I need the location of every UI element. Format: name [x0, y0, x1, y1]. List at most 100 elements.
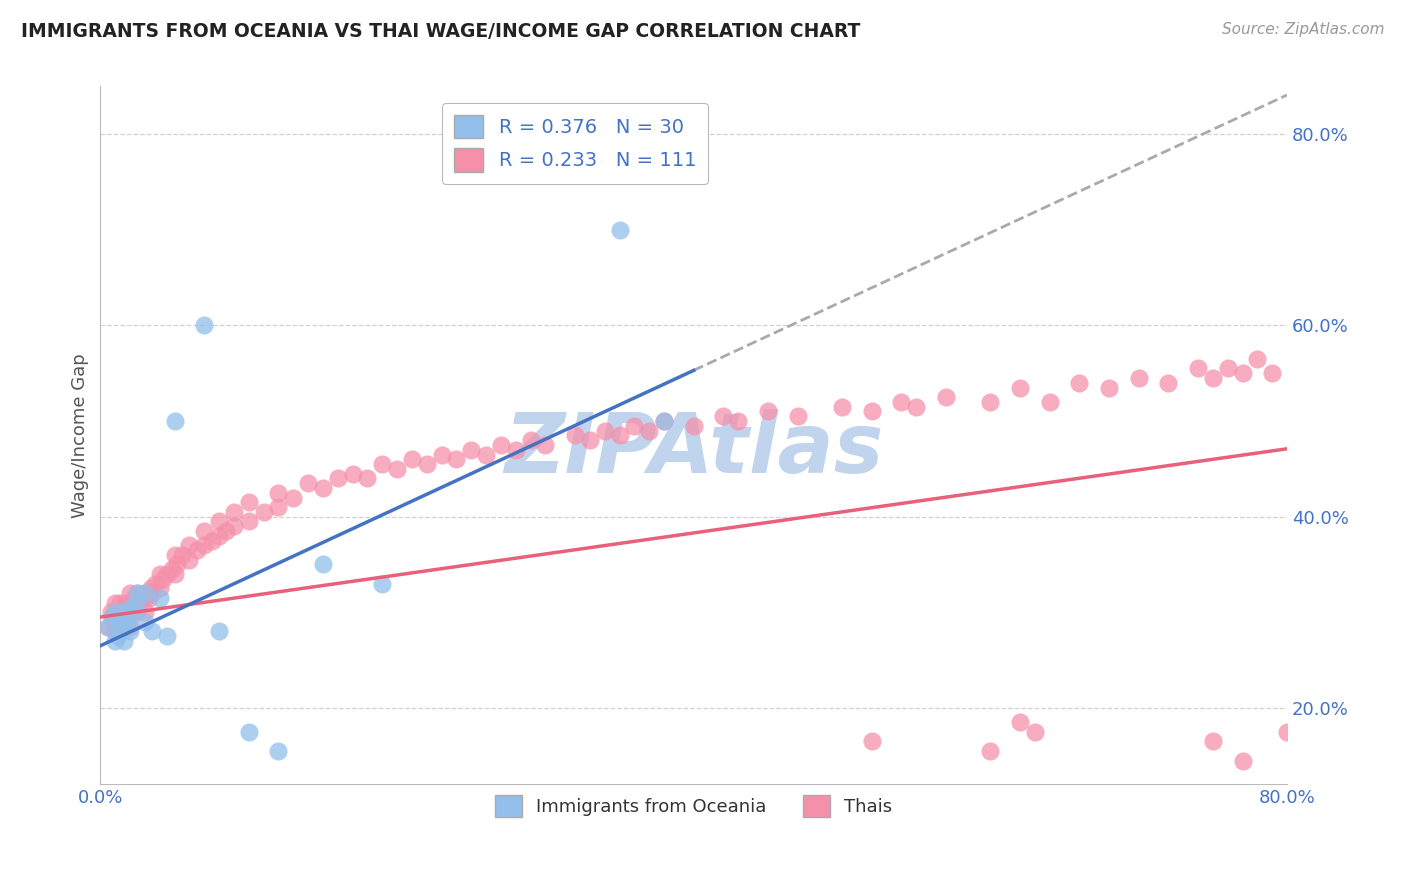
Point: [124, 591, 146, 605]
Point: [201, 533, 224, 548]
Point: [143, 576, 166, 591]
Point: [297, 476, 319, 491]
Point: [118, 620, 141, 634]
Point: [371, 457, 394, 471]
Point: [138, 591, 160, 605]
Point: [115, 605, 138, 619]
Point: [193, 538, 215, 552]
Point: [114, 615, 136, 629]
Point: [134, 586, 156, 600]
Point: [134, 586, 156, 600]
Point: [134, 605, 156, 619]
Point: [134, 615, 156, 629]
Point: [1246, 351, 1268, 366]
Point: [112, 610, 135, 624]
Point: [593, 424, 616, 438]
Point: [1128, 371, 1150, 385]
Point: [1216, 361, 1239, 376]
Point: [208, 515, 231, 529]
Point: [1157, 376, 1180, 390]
Point: [186, 543, 208, 558]
Point: [163, 548, 186, 562]
Point: [860, 404, 883, 418]
Point: [342, 467, 364, 481]
Point: [128, 596, 150, 610]
Point: [156, 567, 179, 582]
Point: [460, 442, 482, 457]
Point: [149, 591, 172, 605]
Point: [193, 318, 215, 333]
Point: [238, 724, 260, 739]
Point: [163, 414, 186, 428]
Y-axis label: Wage/Income Gap: Wage/Income Gap: [72, 353, 89, 517]
Point: [163, 567, 186, 582]
Point: [222, 519, 245, 533]
Point: [430, 448, 453, 462]
Point: [134, 591, 156, 605]
Point: [519, 433, 541, 447]
Point: [111, 605, 134, 619]
Point: [107, 615, 129, 629]
Point: [160, 562, 183, 576]
Point: [446, 452, 468, 467]
Point: [97, 620, 120, 634]
Point: [104, 624, 127, 639]
Point: [312, 558, 335, 572]
Point: [1069, 376, 1091, 390]
Point: [283, 491, 305, 505]
Text: ZIPAtlas: ZIPAtlas: [503, 409, 883, 490]
Point: [652, 414, 675, 428]
Point: [238, 495, 260, 509]
Point: [1261, 366, 1284, 380]
Point: [129, 591, 152, 605]
Point: [136, 586, 159, 600]
Point: [118, 605, 141, 619]
Point: [505, 442, 527, 457]
Point: [1010, 381, 1032, 395]
Point: [534, 438, 557, 452]
Point: [326, 471, 349, 485]
Point: [152, 572, 174, 586]
Point: [415, 457, 437, 471]
Point: [1187, 361, 1209, 376]
Point: [1010, 715, 1032, 730]
Point: [356, 471, 378, 485]
Point: [104, 596, 127, 610]
Point: [149, 582, 172, 596]
Point: [860, 734, 883, 748]
Point: [312, 481, 335, 495]
Point: [756, 404, 779, 418]
Point: [101, 610, 124, 624]
Point: [831, 400, 853, 414]
Point: [179, 538, 201, 552]
Point: [979, 744, 1001, 758]
Point: [118, 624, 141, 639]
Point: [111, 620, 134, 634]
Point: [385, 462, 408, 476]
Point: [108, 615, 131, 629]
Text: Source: ZipAtlas.com: Source: ZipAtlas.com: [1222, 22, 1385, 37]
Point: [475, 448, 498, 462]
Point: [104, 634, 127, 648]
Text: IMMIGRANTS FROM OCEANIA VS THAI WAGE/INCOME GAP CORRELATION CHART: IMMIGRANTS FROM OCEANIA VS THAI WAGE/INC…: [21, 22, 860, 41]
Point: [107, 629, 129, 643]
Point: [114, 596, 136, 610]
Point: [101, 610, 124, 624]
Point: [1232, 366, 1254, 380]
Point: [141, 624, 163, 639]
Point: [127, 586, 149, 600]
Point: [979, 395, 1001, 409]
Point: [371, 576, 394, 591]
Point: [935, 390, 957, 404]
Point: [139, 582, 162, 596]
Point: [727, 414, 749, 428]
Point: [127, 596, 149, 610]
Point: [110, 605, 132, 619]
Point: [682, 418, 704, 433]
Point: [115, 615, 138, 629]
Point: [267, 744, 290, 758]
Point: [222, 505, 245, 519]
Point: [208, 529, 231, 543]
Point: [1202, 734, 1225, 748]
Point: [1024, 724, 1046, 739]
